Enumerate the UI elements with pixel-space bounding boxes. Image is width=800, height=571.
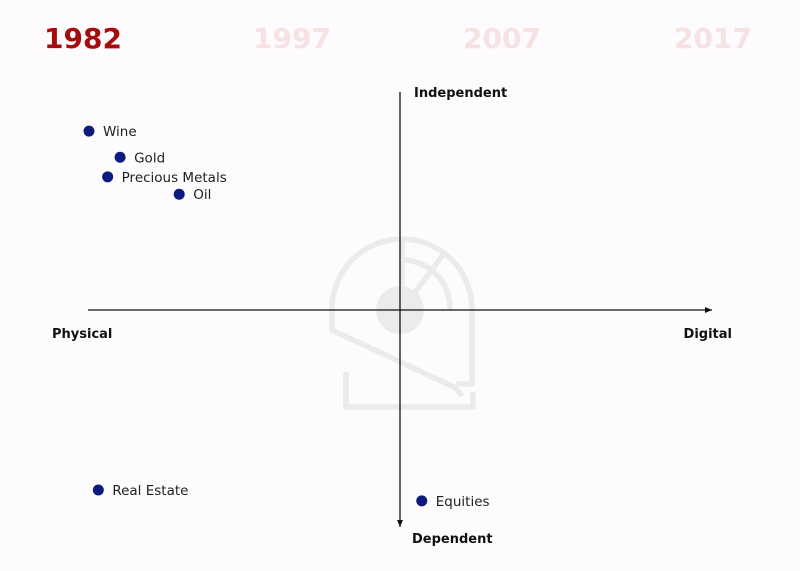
axes: Physical Digital Independent Dependent [52,86,732,547]
point-label-precious-metals: Precious Metals [122,170,227,186]
year-tab-1997[interactable]: 1997 [253,22,331,55]
point-oil[interactable] [173,188,185,200]
axis-label-physical: Physical [52,327,112,342]
axis-label-independent: Independent [414,86,507,101]
year-tab-1982[interactable]: 1982 [44,22,122,55]
axis-label-dependent: Dependent [412,532,493,547]
point-label-gold: Gold [134,150,165,166]
axis-label-digital: Digital [684,327,732,342]
point-label-oil: Oil [193,187,211,203]
point-precious-metals[interactable] [102,171,114,183]
point-equities[interactable] [416,495,428,507]
point-label-equities: Equities [436,494,490,510]
year-tab-2007[interactable]: 2007 [463,22,541,55]
year-tab-2017[interactable]: 2017 [674,22,752,55]
point-gold[interactable] [114,151,126,163]
point-label-wine: Wine [103,124,137,140]
point-label-real-estate: Real Estate [112,483,188,499]
point-wine[interactable] [83,125,95,137]
point-real-estate[interactable] [92,484,104,496]
year-timeline: 1982 1997 2007 2017 [44,22,752,55]
logo-watermark-icon [329,236,476,410]
